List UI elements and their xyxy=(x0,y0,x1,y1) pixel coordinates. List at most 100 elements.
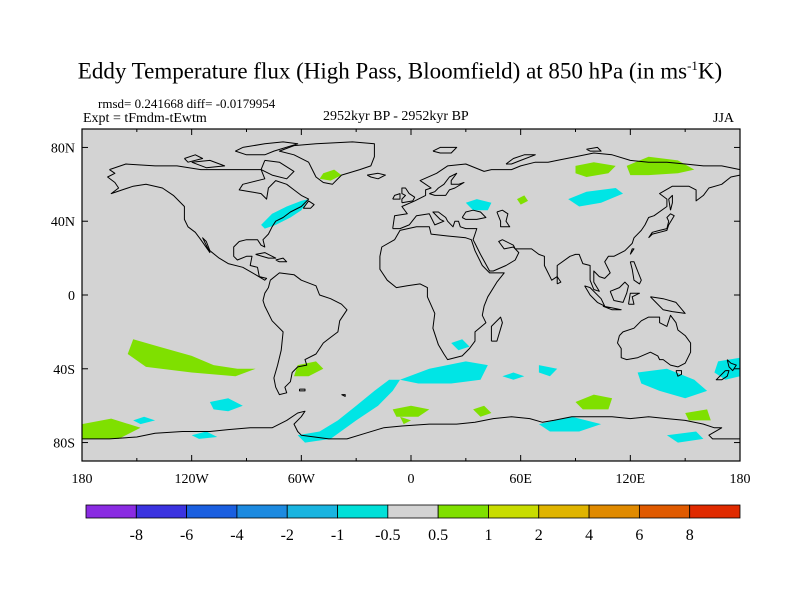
colorbar-label: -0.5 xyxy=(375,527,400,544)
coastline-cuba xyxy=(255,252,277,259)
y-tick-label: 80N xyxy=(51,141,75,156)
colorbar-label: 6 xyxy=(635,527,643,544)
region-siberia-west xyxy=(575,162,616,177)
colorbar-label: 0.5 xyxy=(428,527,448,544)
coastline-borneo xyxy=(609,281,629,303)
colorbar-swatch xyxy=(337,504,389,519)
colorbar-swatch xyxy=(85,504,137,519)
coastline-java xyxy=(602,305,622,311)
region-caspian xyxy=(465,199,492,211)
colorbar-label: -1 xyxy=(331,527,344,544)
x-tick-label: 180 xyxy=(730,472,751,487)
region-weddell-green xyxy=(392,405,430,417)
axis-ticks: 180 120W 60W 0 60E 120E 180 80N 40N 0 40S 80S xyxy=(51,129,751,487)
coastline-eurasia xyxy=(392,152,741,292)
colorbar-swatch xyxy=(186,504,238,519)
coastline-sri-lanka xyxy=(556,276,562,285)
colorbar-swatch xyxy=(538,504,590,519)
coastline-black-sea xyxy=(461,209,487,220)
coastline-greenland xyxy=(278,141,375,185)
coastline-newfoundland xyxy=(302,200,315,209)
colorbar-swatch xyxy=(437,504,489,519)
region-bellingshausen xyxy=(209,398,243,412)
region-australia-south xyxy=(637,368,708,399)
season-label: JJA xyxy=(713,111,735,126)
title-exponent: -1 xyxy=(687,58,698,73)
region-pacific-2 xyxy=(133,416,156,425)
coastline-nz-north xyxy=(726,359,737,372)
region-indian-small xyxy=(502,372,525,380)
region-mongolia xyxy=(568,188,623,207)
region-antarctic-east xyxy=(538,416,602,432)
region-ross-cyan xyxy=(666,431,704,443)
region-s-indian-cyan xyxy=(400,361,488,384)
region-ne-america xyxy=(261,199,309,229)
coastline-iceland xyxy=(366,172,386,180)
colorbar-label: 2 xyxy=(535,527,543,544)
x-tick-label: 60E xyxy=(509,472,532,487)
colorbar-swatch xyxy=(236,504,288,519)
region-central-asia xyxy=(517,195,528,205)
colorbar-swatch xyxy=(387,504,439,519)
colorbar-label: -4 xyxy=(230,527,243,544)
coastline-north-america xyxy=(107,163,310,281)
colorbar-label: -6 xyxy=(180,527,193,544)
coastline-philippines xyxy=(629,261,642,285)
coastline-caspian-sea xyxy=(496,209,511,228)
anomaly-regions xyxy=(82,156,740,443)
coastline-severnaya xyxy=(586,146,602,152)
region-tasman-green xyxy=(685,409,711,421)
experiment-label: Expt = tFmdm-tEwtm xyxy=(83,111,207,126)
period-label: 2952kyr BP - 2952kyr BP xyxy=(323,109,469,124)
chart-title: Eddy Temperature flux (High Pass, Bloomf… xyxy=(0,58,800,85)
coastline-uk xyxy=(401,187,416,204)
colorbar-label: -2 xyxy=(281,527,294,544)
x-tick-label: 60W xyxy=(288,472,316,487)
region-s-atlantic-band xyxy=(297,379,400,443)
y-tick-label: 40N xyxy=(51,215,75,230)
coastline-south-america xyxy=(262,272,348,396)
x-tick-label: 120W xyxy=(175,472,210,487)
colorbar-swatch xyxy=(135,504,188,519)
colorbar-swatch xyxy=(638,504,691,519)
coastline-africa xyxy=(379,226,505,361)
colorbar: -8 -6 -4 -2 -1 -0.5 0.5 1 2 4 6 8 xyxy=(85,504,741,544)
colorbar-label: 8 xyxy=(686,527,694,544)
region-greenland-coast xyxy=(319,169,342,181)
x-tick-label: 120E xyxy=(616,472,646,487)
coastline-banks xyxy=(184,154,204,163)
region-s-africa xyxy=(451,339,470,351)
coastline-hispaniola xyxy=(275,257,288,263)
region-s-america-coast xyxy=(294,361,324,377)
region-s-pacific xyxy=(127,339,256,377)
title-unit-end: K) xyxy=(697,58,723,84)
coastline-australia xyxy=(617,314,692,368)
coastline-svalbard xyxy=(432,146,458,154)
coastline-south-georgia xyxy=(341,394,346,397)
colorbar-label: -8 xyxy=(130,527,143,544)
coastline-novaya-zemlya xyxy=(505,154,536,165)
coastline-tasmania xyxy=(675,370,682,377)
colorbar-label: 4 xyxy=(585,527,593,544)
region-east-coast xyxy=(714,357,740,380)
region-s-indian-2 xyxy=(538,365,558,377)
coastlines xyxy=(82,141,741,440)
coastline-madagascar xyxy=(490,316,503,342)
coastline-falklands xyxy=(299,388,306,392)
colorbar-label: 1 xyxy=(484,527,492,544)
coastline-victoria xyxy=(191,159,226,169)
colorbar-swatch xyxy=(488,504,540,519)
region-ross-sea xyxy=(82,418,141,439)
rmsd-line: rmsd= 0.241668 diff= -0.0179954 xyxy=(98,96,276,111)
coastline-taiwan xyxy=(629,248,635,255)
region-indian-ocean-green xyxy=(575,394,613,410)
coastline-antarctica xyxy=(82,410,740,440)
coastline-nz-south xyxy=(715,370,730,381)
y-tick-label: 40S xyxy=(53,363,75,378)
x-tick-label: 180 xyxy=(72,472,93,487)
coastline-baffin xyxy=(260,159,295,180)
region-small-africa xyxy=(400,416,411,425)
coastline-canadian-arctic xyxy=(235,141,299,156)
coastline-sulawesi xyxy=(628,292,640,305)
